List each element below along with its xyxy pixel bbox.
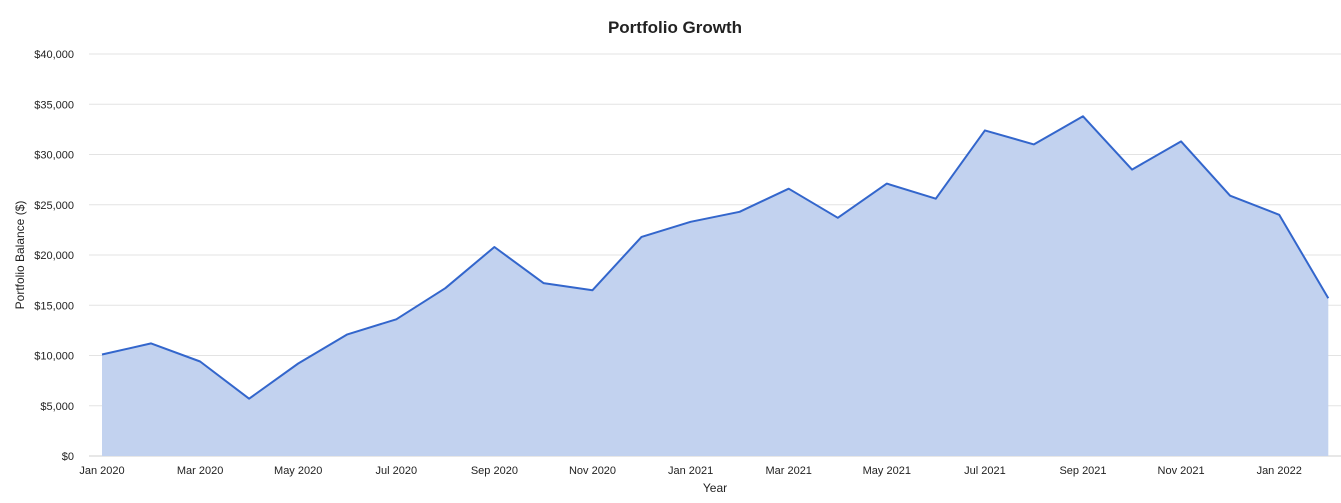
data-point — [443, 286, 447, 290]
data-point — [1179, 139, 1183, 143]
data-point — [885, 182, 889, 186]
data-point — [934, 197, 938, 201]
y-tick-label: $20,000 — [34, 250, 74, 262]
data-point — [296, 362, 300, 366]
x-axis-label: Year — [703, 481, 727, 495]
y-axis-label: Portfolio Balance ($) — [13, 201, 27, 310]
data-point — [1032, 142, 1036, 146]
x-tick-label: Mar 2021 — [765, 465, 811, 477]
data-point — [1081, 114, 1085, 118]
x-tick-label: May 2020 — [274, 465, 322, 477]
data-point — [1228, 194, 1232, 198]
data-point — [100, 352, 104, 356]
y-tick-label: $30,000 — [34, 150, 74, 162]
y-tick-label: $25,000 — [34, 200, 74, 212]
y-tick-label: $0 — [62, 451, 74, 463]
y-tick-label: $15,000 — [34, 300, 74, 312]
y-tick-label: $40,000 — [34, 49, 74, 61]
data-point — [247, 397, 251, 401]
x-tick-label: Jan 2022 — [1257, 465, 1302, 477]
data-point — [492, 245, 496, 249]
data-point — [836, 216, 840, 220]
x-tick-label: Nov 2021 — [1158, 465, 1205, 477]
x-tick-label: Nov 2020 — [569, 465, 616, 477]
series-line — [101, 115, 1330, 400]
data-point — [345, 332, 349, 336]
y-axis-ticks: $0 $5,000 $10,000 $15,000 $20,000 $25,000 $30,… — [34, 49, 74, 463]
data-point — [149, 341, 153, 345]
data-point — [787, 187, 791, 191]
x-tick-label: May 2021 — [863, 465, 911, 477]
data-point — [640, 235, 644, 239]
data-point — [591, 288, 595, 292]
y-tick-label: $35,000 — [34, 99, 74, 111]
x-tick-label: Jan 2020 — [79, 465, 124, 477]
x-tick-label: Sep 2020 — [471, 465, 518, 477]
data-point — [198, 360, 202, 364]
x-axis-ticks: Jan 2020 Mar 2020 May 2020 Jul 2020 Sep 2020… — [79, 465, 1301, 477]
data-point — [1277, 213, 1281, 217]
x-tick-label: Jan 2021 — [668, 465, 713, 477]
x-tick-label: Jul 2021 — [964, 465, 1006, 477]
data-point — [689, 220, 693, 224]
x-tick-label: Sep 2021 — [1059, 465, 1106, 477]
y-tick-label: $10,000 — [34, 351, 74, 363]
chart-title: Portfolio Growth — [608, 18, 742, 37]
data-point — [738, 210, 742, 214]
series-area-fill — [102, 116, 1329, 457]
x-tick-label: Jul 2020 — [376, 465, 418, 477]
x-tick-label: Mar 2020 — [177, 465, 223, 477]
data-point — [1130, 168, 1134, 172]
data-point — [394, 317, 398, 321]
series-layer — [100, 114, 1330, 457]
data-point — [983, 128, 987, 132]
data-point — [541, 281, 545, 285]
data-point — [1326, 296, 1330, 300]
y-tick-label: $5,000 — [40, 401, 74, 413]
